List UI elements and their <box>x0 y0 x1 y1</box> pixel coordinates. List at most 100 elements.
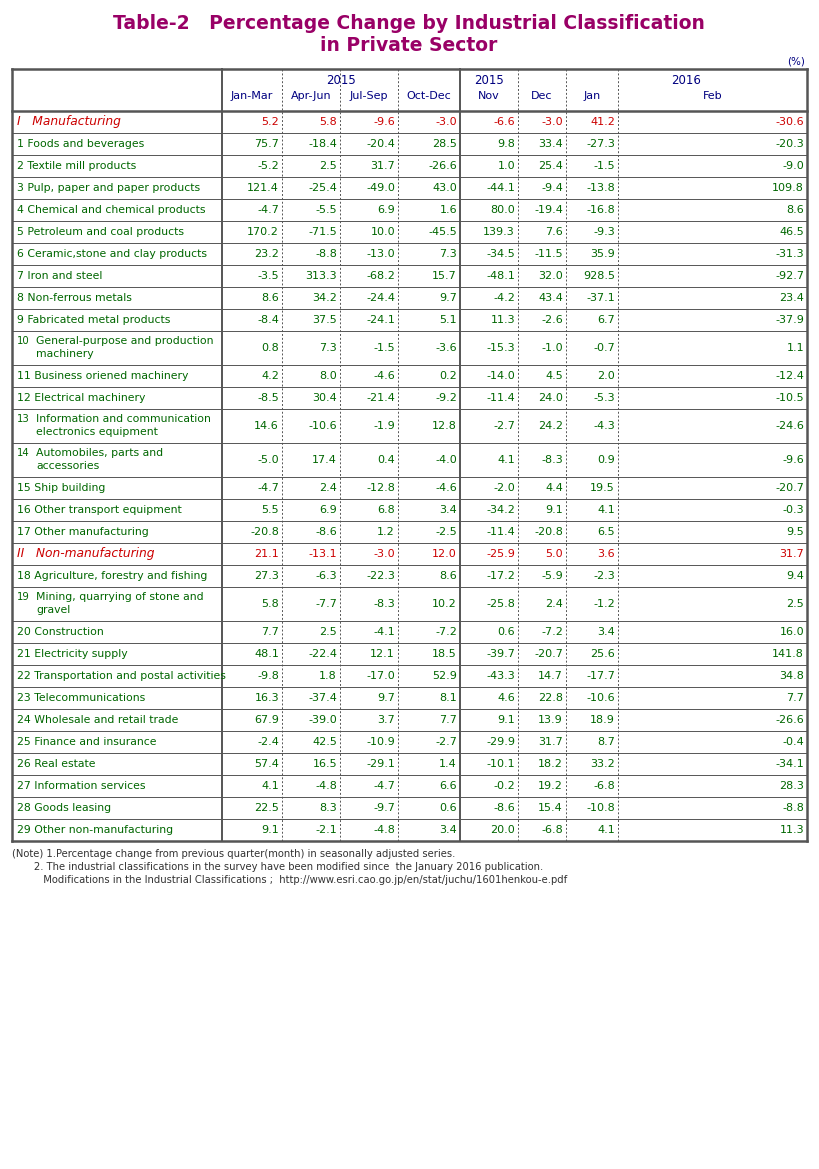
Text: 12.8: 12.8 <box>432 421 457 431</box>
Text: -8.3: -8.3 <box>373 599 395 609</box>
Text: -4.6: -4.6 <box>373 371 395 381</box>
Text: -24.6: -24.6 <box>775 421 804 431</box>
Text: 7.7: 7.7 <box>439 715 457 725</box>
Text: -4.2: -4.2 <box>493 293 515 303</box>
Text: 9.5: 9.5 <box>786 527 804 537</box>
Text: -37.9: -37.9 <box>775 314 804 325</box>
Text: -20.3: -20.3 <box>776 139 804 148</box>
Text: 33.4: 33.4 <box>538 139 563 148</box>
Text: -10.6: -10.6 <box>309 421 337 431</box>
Text: -27.3: -27.3 <box>586 139 615 148</box>
Text: 0.9: 0.9 <box>597 455 615 465</box>
Text: 3.4: 3.4 <box>439 825 457 835</box>
Text: -37.4: -37.4 <box>308 693 337 703</box>
Text: -20.8: -20.8 <box>250 527 279 537</box>
Text: 18.5: 18.5 <box>432 649 457 659</box>
Text: 24.0: 24.0 <box>538 393 563 403</box>
Text: -3.0: -3.0 <box>436 117 457 127</box>
Text: 75.7: 75.7 <box>254 139 279 148</box>
Text: I   Manufacturing: I Manufacturing <box>17 116 121 129</box>
Text: 31.7: 31.7 <box>779 549 804 559</box>
Text: 4.2: 4.2 <box>261 371 279 381</box>
Text: -8.6: -8.6 <box>493 803 515 812</box>
Text: 23.4: 23.4 <box>779 293 804 303</box>
Text: machinery: machinery <box>36 350 93 359</box>
Text: 23 Telecommunications: 23 Telecommunications <box>17 693 145 703</box>
Text: -9.8: -9.8 <box>257 671 279 682</box>
Text: 6.7: 6.7 <box>597 314 615 325</box>
Text: 11 Business oriened machinery: 11 Business oriened machinery <box>17 371 188 381</box>
Text: 7.7: 7.7 <box>786 693 804 703</box>
Text: 1.2: 1.2 <box>378 527 395 537</box>
Text: 10: 10 <box>17 336 29 346</box>
Text: 20.0: 20.0 <box>491 825 515 835</box>
Text: -3.6: -3.6 <box>436 343 457 353</box>
Text: 14: 14 <box>17 448 29 458</box>
Text: 313.3: 313.3 <box>305 271 337 281</box>
Text: 9.8: 9.8 <box>497 139 515 148</box>
Text: 46.5: 46.5 <box>779 227 804 237</box>
Text: 8.7: 8.7 <box>597 736 615 747</box>
Text: -9.4: -9.4 <box>541 184 563 193</box>
Text: 5.1: 5.1 <box>439 314 457 325</box>
Text: 16.0: 16.0 <box>780 627 804 637</box>
Text: 16.3: 16.3 <box>255 693 279 703</box>
Text: 13.9: 13.9 <box>538 715 563 725</box>
Text: -7.2: -7.2 <box>541 627 563 637</box>
Text: 10.2: 10.2 <box>432 599 457 609</box>
Text: -8.4: -8.4 <box>257 314 279 325</box>
Text: 2015: 2015 <box>326 74 356 87</box>
Text: 22 Transportation and postal activities: 22 Transportation and postal activities <box>17 671 226 682</box>
Text: -0.4: -0.4 <box>782 736 804 747</box>
Text: 6.5: 6.5 <box>597 527 615 537</box>
Text: 1 Foods and beverages: 1 Foods and beverages <box>17 139 144 148</box>
Text: Apr-Jun: Apr-Jun <box>291 91 332 101</box>
Text: -11.4: -11.4 <box>486 393 515 403</box>
Text: 28 Goods leasing: 28 Goods leasing <box>17 803 111 812</box>
Text: -2.1: -2.1 <box>315 825 337 835</box>
Text: 5.0: 5.0 <box>545 549 563 559</box>
Text: 7.3: 7.3 <box>439 249 457 260</box>
Text: 6.9: 6.9 <box>319 505 337 516</box>
Text: -4.7: -4.7 <box>257 205 279 215</box>
Text: 4.1: 4.1 <box>597 825 615 835</box>
Text: 2.4: 2.4 <box>545 599 563 609</box>
Text: -20.7: -20.7 <box>534 649 563 659</box>
Text: 1.0: 1.0 <box>497 161 515 171</box>
Text: 5.2: 5.2 <box>261 117 279 127</box>
Text: 5.8: 5.8 <box>319 117 337 127</box>
Text: 27 Information services: 27 Information services <box>17 781 146 791</box>
Text: 0.8: 0.8 <box>261 343 279 353</box>
Text: Jan-Mar: Jan-Mar <box>231 91 274 101</box>
Text: 13: 13 <box>17 414 29 424</box>
Text: -6.8: -6.8 <box>593 781 615 791</box>
Text: 28.3: 28.3 <box>779 781 804 791</box>
Text: 23.2: 23.2 <box>254 249 279 260</box>
Text: 4 Chemical and chemical products: 4 Chemical and chemical products <box>17 205 206 215</box>
Text: -8.8: -8.8 <box>782 803 804 812</box>
Text: 7.3: 7.3 <box>319 343 337 353</box>
Text: 14.7: 14.7 <box>538 671 563 682</box>
Text: -11.4: -11.4 <box>486 527 515 537</box>
Text: Mining, quarrying of stone and: Mining, quarrying of stone and <box>36 592 204 602</box>
Text: -4.0: -4.0 <box>435 455 457 465</box>
Text: -0.7: -0.7 <box>593 343 615 353</box>
Text: 16 Other transport equipment: 16 Other transport equipment <box>17 505 182 516</box>
Text: 2.4: 2.4 <box>319 483 337 493</box>
Text: 8.6: 8.6 <box>786 205 804 215</box>
Text: 12.1: 12.1 <box>370 649 395 659</box>
Text: 2. The industrial classifications in the survey have been modified since  the Ja: 2. The industrial classifications in the… <box>12 862 543 872</box>
Text: 0.4: 0.4 <box>378 455 395 465</box>
Text: 5.8: 5.8 <box>261 599 279 609</box>
Text: -68.2: -68.2 <box>366 271 395 281</box>
Text: -8.5: -8.5 <box>257 393 279 403</box>
Text: 14.6: 14.6 <box>254 421 279 431</box>
Text: -9.6: -9.6 <box>373 117 395 127</box>
Text: -2.7: -2.7 <box>435 736 457 747</box>
Text: -4.3: -4.3 <box>593 421 615 431</box>
Text: -2.0: -2.0 <box>493 483 515 493</box>
Text: -5.3: -5.3 <box>594 393 615 403</box>
Text: 8.1: 8.1 <box>439 693 457 703</box>
Text: -29.9: -29.9 <box>486 736 515 747</box>
Text: 139.3: 139.3 <box>483 227 515 237</box>
